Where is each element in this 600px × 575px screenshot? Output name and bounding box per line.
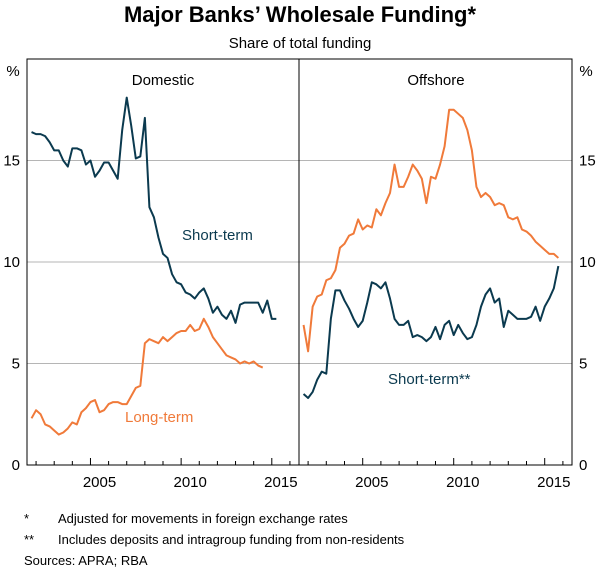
panel-title-offshore: Offshore xyxy=(407,72,464,89)
series-line-domestic-short-term xyxy=(31,96,277,324)
footnote-1: * Adjusted for movements in foreign exch… xyxy=(24,508,404,529)
y-tick-left-10: 10 xyxy=(3,254,20,271)
annotation-offshore-short-term: Short-term** xyxy=(388,371,471,388)
footnote-1-mark: * xyxy=(24,511,30,526)
series-layer xyxy=(30,96,560,436)
y-tick-right-10: 10 xyxy=(579,254,596,271)
sources-line: Sources: APRA; RBA xyxy=(24,553,148,568)
series-line-offshore-short-term xyxy=(302,265,560,400)
x-tick-label-domestic-2010: 2010 xyxy=(174,474,207,491)
annotation-domestic-long-term: Long-term xyxy=(125,409,193,426)
y-unit-right: % xyxy=(579,63,592,80)
axis-layer: 0 0 5 5 10 10 15 15 2005 2010 2015 2005 2010 2015 xyxy=(3,153,595,492)
y-tick-left-15: 15 xyxy=(3,153,20,170)
series-line-offshore-series-1 xyxy=(302,108,560,353)
x-tick-label-domestic-2005: 2005 xyxy=(83,474,116,491)
footnote-2: ** Includes deposits and intragroup fund… xyxy=(24,529,404,550)
footnote-1-text: Adjusted for movements in foreign exchan… xyxy=(58,511,348,526)
panel-title-domestic: Domestic xyxy=(132,72,195,89)
footnote-2-mark: ** xyxy=(24,532,35,547)
y-tick-right-15: 15 xyxy=(579,153,596,170)
annotation-domestic-short-term: Short-term xyxy=(182,227,253,244)
y-tick-left-0: 0 xyxy=(12,457,20,474)
y-tick-right-0: 0 xyxy=(579,457,587,474)
chart-subtitle: Share of total funding xyxy=(229,35,372,52)
series-line-domestic-long-term xyxy=(30,317,264,436)
footnote-2-text: Includes deposits and intragroup funding… xyxy=(58,532,405,547)
chart-title: Major Banks’ Wholesale Funding* xyxy=(124,2,476,27)
x-tick-label-offshore-2015: 2015 xyxy=(537,474,570,491)
footnotes: * Adjusted for movements in foreign exch… xyxy=(24,508,404,571)
x-tick-label-offshore-2010: 2010 xyxy=(446,474,479,491)
y-unit-left: % xyxy=(6,63,19,80)
x-tick-label-domestic-2015: 2015 xyxy=(264,474,297,491)
y-tick-left-5: 5 xyxy=(12,356,20,373)
y-tick-right-5: 5 xyxy=(579,356,587,373)
chart-svg: Major Banks’ Wholesale Funding* Share of… xyxy=(3,2,595,492)
x-tick-label-offshore-2005: 2005 xyxy=(355,474,388,491)
